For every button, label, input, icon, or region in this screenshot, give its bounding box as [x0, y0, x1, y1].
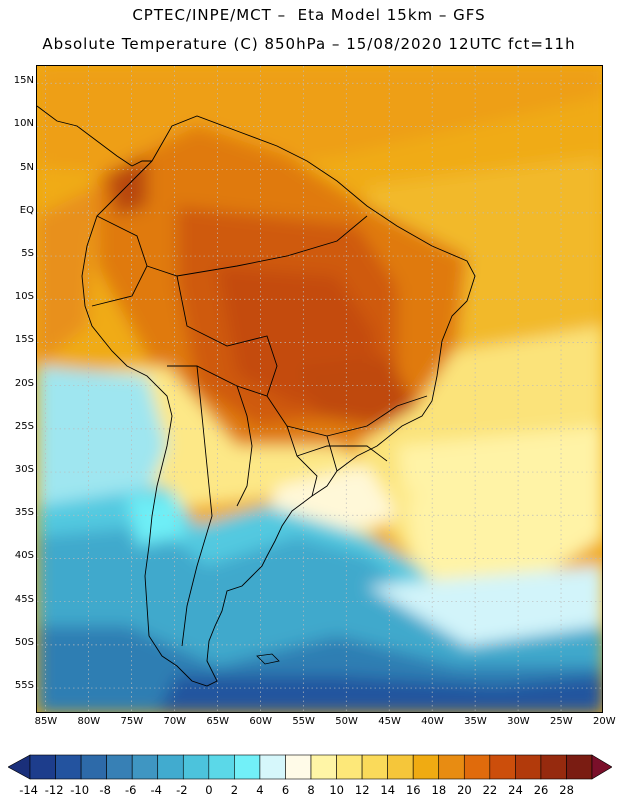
- colorbar-swatch: [29, 754, 56, 780]
- lat-tick-label: 25S: [14, 420, 34, 432]
- lat-tick-label: 55S: [14, 680, 34, 692]
- colorbar-high-arrow: [591, 754, 612, 780]
- lat-tick-label: 40S: [14, 550, 34, 562]
- colorbar-tick-label: -6: [124, 783, 137, 797]
- grid-lines: [37, 66, 602, 712]
- colorbar-swatch: [387, 754, 414, 780]
- colorbar-tick-label: 22: [482, 783, 498, 797]
- temperature-colorbar: [8, 754, 612, 780]
- colorbar-tick-label: -8: [99, 783, 111, 797]
- colorbar-swatch: [131, 754, 159, 780]
- lon-tick-label: 65W: [206, 716, 230, 727]
- colorbar-tick-label: 4: [256, 783, 264, 797]
- colorbar-tick-label: 24: [508, 783, 523, 797]
- colorbar-tick-label: 2: [230, 783, 239, 797]
- colorbar-tick-label: 18: [431, 783, 447, 797]
- map-title: CPTEC/INPE/MCT – Eta Model 15km – GFS: [132, 6, 486, 24]
- colorbar-tick-label: -4: [150, 783, 162, 797]
- temperature-field: [37, 66, 602, 712]
- colorbar-swatch: [515, 754, 542, 780]
- map-subtitle: Absolute Temperature (C) 850hPa – 15/08/…: [42, 35, 576, 53]
- lat-tick-label: 5S: [21, 248, 34, 260]
- lon-tick-label: 50W: [335, 716, 358, 727]
- colorbar-swatch: [489, 754, 516, 780]
- colorbar-swatch: [540, 754, 567, 780]
- colorbar-swatch: [412, 754, 440, 780]
- lon-tick-label: 40W: [421, 716, 444, 727]
- lon-tick-label: 80W: [77, 716, 101, 727]
- colorbar-swatch: [285, 754, 312, 780]
- colorbar-swatch: [80, 754, 107, 780]
- colorbar-tick-label: 6: [281, 783, 290, 797]
- colorbar-tick-label: -10: [70, 783, 90, 797]
- colorbar-swatch: [55, 754, 82, 780]
- lat-tick-label: 15S: [14, 334, 34, 346]
- lat-tick-label: 10S: [14, 291, 34, 303]
- lat-tick-label: 45S: [14, 593, 34, 605]
- colorbar-swatch: [336, 754, 363, 780]
- lon-tick-label: 45W: [378, 716, 401, 727]
- colorbar-tick-label: 28: [559, 783, 574, 797]
- lon-tick-label: 70W: [163, 716, 187, 727]
- lon-tick-label: 85W: [34, 716, 58, 727]
- lat-tick-label: 10N: [13, 118, 34, 130]
- lon-tick-label: 55W: [292, 716, 315, 727]
- colorbar-swatch: [157, 754, 184, 780]
- colorbar-swatch: [463, 754, 491, 780]
- lat-tick-label: 20S: [14, 377, 34, 389]
- falkland-islands: [256, 653, 280, 665]
- map-panel: [36, 65, 603, 713]
- colorbar-tick-label: -14: [19, 783, 38, 797]
- colorbar-tick-label: 20: [457, 783, 472, 797]
- lat-tick-label: 35S: [14, 507, 34, 519]
- coastlines: [37, 105, 476, 687]
- colorbar-swatch: [106, 754, 133, 780]
- lat-tick-label: 15N: [13, 75, 34, 87]
- colorbar-tick-label: 8: [307, 783, 315, 797]
- colorbar-low-arrow: [8, 754, 31, 780]
- lon-tick-label: 60W: [249, 716, 272, 727]
- colorbar-swatch: [566, 754, 593, 780]
- colorbar-swatch: [310, 754, 337, 780]
- lon-tick-label: 35W: [464, 716, 487, 727]
- colorbar-tick-label: 26: [533, 783, 549, 797]
- lon-tick-label: 20W: [593, 716, 616, 727]
- lat-tick-label: 5N: [20, 161, 34, 173]
- colorbar-tick-label: 0: [205, 783, 213, 797]
- colorbar-tick-label: -2: [176, 783, 188, 797]
- colorbar-tick-label: 10: [329, 783, 344, 797]
- colorbar-tick-label: 16: [405, 783, 421, 797]
- colorbar-tick-label: -12: [44, 783, 64, 797]
- lon-tick-label: 75W: [120, 716, 144, 727]
- lat-tick-label: 50S: [14, 636, 34, 648]
- colorbar-tick-label: 12: [354, 783, 370, 797]
- temperature-map: [37, 66, 602, 712]
- colorbar-swatch: [259, 754, 286, 780]
- colorbar-swatch: [438, 754, 465, 780]
- lat-tick-label: 30S: [14, 464, 34, 476]
- colorbar-tick-label: 14: [380, 783, 396, 797]
- lon-tick-label: 30W: [507, 716, 530, 727]
- colorbar-swatch: [234, 754, 261, 780]
- colorbar-swatch: [208, 754, 235, 780]
- colorbar-swatch: [361, 754, 388, 780]
- lat-tick-label: EQ: [19, 204, 34, 216]
- lon-tick-label: 25W: [550, 716, 573, 727]
- colorbar-swatch: [182, 754, 210, 780]
